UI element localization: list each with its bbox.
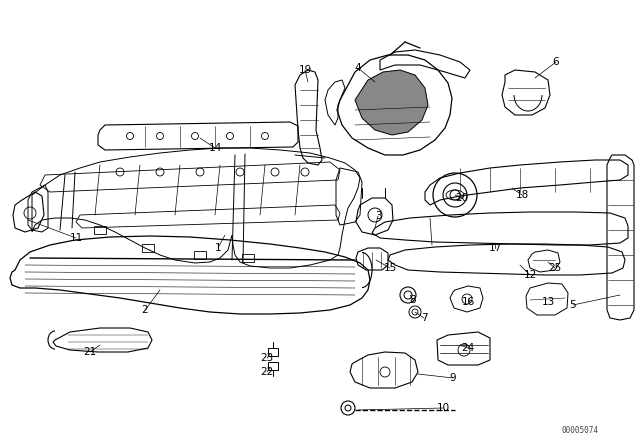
Text: 8: 8 — [410, 295, 416, 305]
Text: 00005074: 00005074 — [561, 426, 598, 435]
Text: 3: 3 — [374, 211, 381, 221]
Text: 9: 9 — [450, 373, 456, 383]
Text: 4: 4 — [355, 63, 362, 73]
Text: 2: 2 — [141, 305, 148, 315]
Text: 23: 23 — [260, 353, 274, 363]
Text: 1: 1 — [214, 243, 221, 253]
Text: 25: 25 — [548, 263, 562, 273]
Text: 15: 15 — [383, 263, 397, 273]
Text: 19: 19 — [298, 65, 312, 75]
Text: 10: 10 — [436, 403, 449, 413]
Text: 7: 7 — [420, 313, 428, 323]
Polygon shape — [355, 70, 428, 135]
Text: 17: 17 — [488, 243, 502, 253]
Text: 11: 11 — [69, 233, 83, 243]
Text: 21: 21 — [83, 347, 97, 357]
Text: 13: 13 — [541, 297, 555, 307]
Text: 12: 12 — [524, 270, 536, 280]
Text: 20: 20 — [456, 193, 468, 203]
Text: 16: 16 — [461, 297, 475, 307]
Text: 6: 6 — [553, 57, 559, 67]
Text: 24: 24 — [461, 343, 475, 353]
Text: 5: 5 — [570, 300, 576, 310]
Text: 18: 18 — [515, 190, 529, 200]
Text: 22: 22 — [260, 367, 274, 377]
Text: 14: 14 — [209, 143, 221, 153]
